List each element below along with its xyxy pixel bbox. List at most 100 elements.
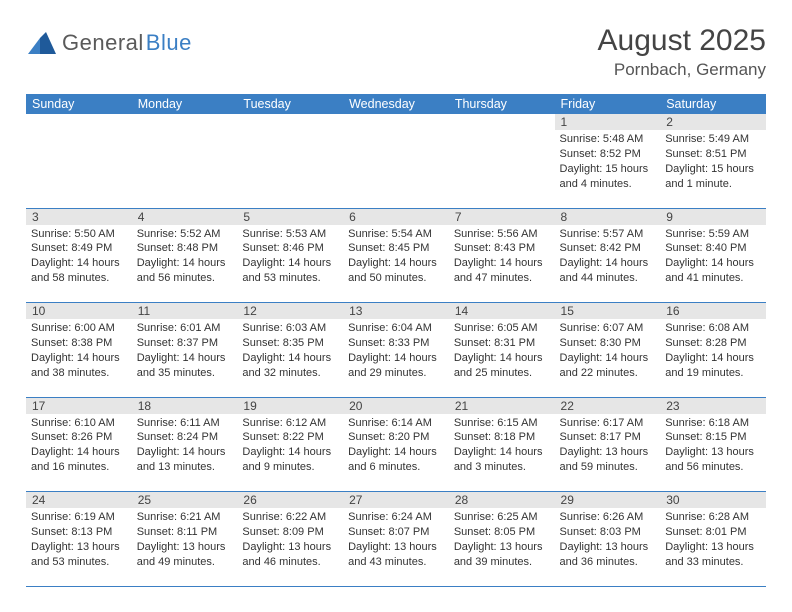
day-number: 7 xyxy=(449,209,555,225)
daylight-text: Daylight: 14 hours and 41 minutes. xyxy=(665,256,761,286)
sunrise-text: Sunrise: 5:49 AM xyxy=(665,132,761,147)
sunrise-text: Sunrise: 6:21 AM xyxy=(137,510,233,525)
sunrise-text: Sunrise: 6:24 AM xyxy=(348,510,444,525)
day-number: 12 xyxy=(237,303,343,319)
sunset-text: Sunset: 8:15 PM xyxy=(665,430,761,445)
logo-icon xyxy=(26,30,60,56)
sunrise-text: Sunrise: 6:26 AM xyxy=(560,510,656,525)
sunrise-text: Sunrise: 6:05 AM xyxy=(454,321,550,336)
sunrise-text: Sunrise: 5:56 AM xyxy=(454,227,550,242)
daylight-text: Daylight: 14 hours and 32 minutes. xyxy=(242,351,338,381)
day-cell: Sunrise: 5:56 AMSunset: 8:43 PMDaylight:… xyxy=(449,225,555,290)
day-cell xyxy=(237,130,343,136)
sunset-text: Sunset: 8:20 PM xyxy=(348,430,444,445)
day-header: Thursday xyxy=(449,94,555,114)
calendar-table: SundayMondayTuesdayWednesdayThursdayFrid… xyxy=(26,94,766,587)
header: GeneralBlue August 2025 Pornbach, German… xyxy=(26,24,766,80)
logo-text-general: General xyxy=(62,30,144,56)
day-cell: Sunrise: 5:59 AMSunset: 8:40 PMDaylight:… xyxy=(660,225,766,290)
day-number: 24 xyxy=(26,492,132,508)
day-header: Wednesday xyxy=(343,94,449,114)
sunrise-text: Sunrise: 6:00 AM xyxy=(31,321,127,336)
daylight-text: Daylight: 14 hours and 16 minutes. xyxy=(31,445,127,475)
daylight-text: Daylight: 14 hours and 6 minutes. xyxy=(348,445,444,475)
title-block: August 2025 Pornbach, Germany xyxy=(598,24,766,80)
day-number: 25 xyxy=(132,492,238,508)
daylight-text: Daylight: 14 hours and 47 minutes. xyxy=(454,256,550,286)
day-cell: Sunrise: 5:54 AMSunset: 8:45 PMDaylight:… xyxy=(343,225,449,290)
day-cell: Sunrise: 6:28 AMSunset: 8:01 PMDaylight:… xyxy=(660,508,766,573)
daylight-text: Daylight: 14 hours and 56 minutes. xyxy=(137,256,233,286)
day-cell: Sunrise: 6:01 AMSunset: 8:37 PMDaylight:… xyxy=(132,319,238,384)
day-cell: Sunrise: 6:22 AMSunset: 8:09 PMDaylight:… xyxy=(237,508,343,573)
sunrise-text: Sunrise: 6:18 AM xyxy=(665,416,761,431)
day-cell: Sunrise: 6:14 AMSunset: 8:20 PMDaylight:… xyxy=(343,414,449,479)
day-number: 6 xyxy=(343,209,449,225)
day-number: 14 xyxy=(449,303,555,319)
sunrise-text: Sunrise: 6:10 AM xyxy=(31,416,127,431)
sunrise-text: Sunrise: 5:53 AM xyxy=(242,227,338,242)
day-cell: Sunrise: 6:21 AMSunset: 8:11 PMDaylight:… xyxy=(132,508,238,573)
day-cell: Sunrise: 5:49 AMSunset: 8:51 PMDaylight:… xyxy=(660,130,766,195)
day-number: 13 xyxy=(343,303,449,319)
daylight-text: Daylight: 14 hours and 53 minutes. xyxy=(242,256,338,286)
day-number: 2 xyxy=(660,114,766,130)
day-number: 18 xyxy=(132,398,238,414)
daylight-text: Daylight: 14 hours and 25 minutes. xyxy=(454,351,550,381)
sunset-text: Sunset: 8:40 PM xyxy=(665,241,761,256)
day-cell: Sunrise: 6:25 AMSunset: 8:05 PMDaylight:… xyxy=(449,508,555,573)
day-cell: Sunrise: 6:04 AMSunset: 8:33 PMDaylight:… xyxy=(343,319,449,384)
daylight-text: Daylight: 13 hours and 43 minutes. xyxy=(348,540,444,570)
day-number: 15 xyxy=(555,303,661,319)
daylight-text: Daylight: 14 hours and 19 minutes. xyxy=(665,351,761,381)
daylight-text: Daylight: 13 hours and 53 minutes. xyxy=(31,540,127,570)
day-header: Saturday xyxy=(660,94,766,114)
sunset-text: Sunset: 8:26 PM xyxy=(31,430,127,445)
sunrise-text: Sunrise: 6:17 AM xyxy=(560,416,656,431)
day-cell: Sunrise: 6:03 AMSunset: 8:35 PMDaylight:… xyxy=(237,319,343,384)
day-cell: Sunrise: 6:24 AMSunset: 8:07 PMDaylight:… xyxy=(343,508,449,573)
day-number: 16 xyxy=(660,303,766,319)
daylight-text: Daylight: 14 hours and 44 minutes. xyxy=(560,256,656,286)
sunset-text: Sunset: 8:30 PM xyxy=(560,336,656,351)
day-number: 26 xyxy=(237,492,343,508)
sunset-text: Sunset: 8:51 PM xyxy=(665,147,761,162)
sunset-text: Sunset: 8:35 PM xyxy=(242,336,338,351)
day-cell: Sunrise: 6:26 AMSunset: 8:03 PMDaylight:… xyxy=(555,508,661,573)
daylight-text: Daylight: 13 hours and 49 minutes. xyxy=(137,540,233,570)
day-cell: Sunrise: 5:57 AMSunset: 8:42 PMDaylight:… xyxy=(555,225,661,290)
sunrise-text: Sunrise: 6:08 AM xyxy=(665,321,761,336)
daylight-text: Daylight: 14 hours and 35 minutes. xyxy=(137,351,233,381)
sunset-text: Sunset: 8:31 PM xyxy=(454,336,550,351)
sunrise-text: Sunrise: 6:04 AM xyxy=(348,321,444,336)
day-header: Tuesday xyxy=(237,94,343,114)
sunset-text: Sunset: 8:43 PM xyxy=(454,241,550,256)
day-number xyxy=(237,114,343,130)
sunset-text: Sunset: 8:05 PM xyxy=(454,525,550,540)
sunset-text: Sunset: 8:49 PM xyxy=(31,241,127,256)
sunset-text: Sunset: 8:13 PM xyxy=(31,525,127,540)
daylight-text: Daylight: 15 hours and 4 minutes. xyxy=(560,162,656,192)
location: Pornbach, Germany xyxy=(598,60,766,80)
sunrise-text: Sunrise: 6:14 AM xyxy=(348,416,444,431)
day-cell: Sunrise: 5:52 AMSunset: 8:48 PMDaylight:… xyxy=(132,225,238,290)
day-header: Sunday xyxy=(26,94,132,114)
day-cell: Sunrise: 6:10 AMSunset: 8:26 PMDaylight:… xyxy=(26,414,132,479)
logo: GeneralBlue xyxy=(26,24,192,56)
day-number: 11 xyxy=(132,303,238,319)
sunset-text: Sunset: 8:48 PM xyxy=(137,241,233,256)
day-number xyxy=(449,114,555,130)
day-cell: Sunrise: 6:11 AMSunset: 8:24 PMDaylight:… xyxy=(132,414,238,479)
day-header: Monday xyxy=(132,94,238,114)
day-number xyxy=(343,114,449,130)
day-number: 8 xyxy=(555,209,661,225)
sunset-text: Sunset: 8:09 PM xyxy=(242,525,338,540)
day-cell: Sunrise: 6:19 AMSunset: 8:13 PMDaylight:… xyxy=(26,508,132,573)
daylight-text: Daylight: 14 hours and 38 minutes. xyxy=(31,351,127,381)
daylight-text: Daylight: 15 hours and 1 minute. xyxy=(665,162,761,192)
day-number: 3 xyxy=(26,209,132,225)
day-number: 28 xyxy=(449,492,555,508)
day-number: 30 xyxy=(660,492,766,508)
sunrise-text: Sunrise: 6:28 AM xyxy=(665,510,761,525)
day-number: 1 xyxy=(555,114,661,130)
